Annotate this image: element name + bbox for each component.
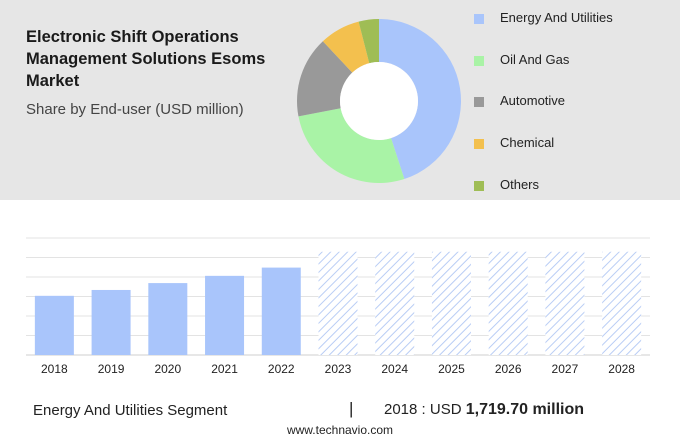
donut-hole [340, 62, 418, 140]
donut-slice-chemical [322, 21, 370, 73]
bar-forecast-2025 [431, 251, 471, 355]
legend-swatch [474, 139, 484, 150]
x-tick-label: 2020 [154, 362, 181, 376]
bar-2018 [34, 295, 74, 355]
legend-label: Chemical [500, 135, 555, 151]
bar-forecast-2028 [602, 251, 642, 355]
source-link[interactable]: www.technavio.com [286, 423, 394, 437]
x-tick-label: 2018 [41, 362, 68, 376]
x-tick-label: 2026 [495, 362, 522, 376]
footer-value: 2018 : USD 1,719.70 million [384, 401, 584, 419]
legend-label: Energy And Utilities [500, 10, 613, 25]
footer-year-label: 2018 : USD [384, 401, 462, 418]
chart-subtitle: Share by End-user (USD million) [26, 101, 244, 118]
x-tick-label: 2023 [325, 362, 352, 376]
donut-chart [297, 19, 461, 183]
legend-label: Automotive [500, 93, 566, 109]
bar-forecast-2023 [318, 251, 358, 355]
bar-2021 [205, 275, 245, 355]
legend-swatch [474, 97, 484, 108]
footer-segment-label: Energy And Utilities Segment [33, 402, 228, 419]
x-tick-label: 2019 [98, 362, 125, 376]
x-tick-label: 2028 [608, 362, 635, 376]
legend-label: Oil And Gas [500, 51, 570, 67]
donut-slice-others [358, 19, 379, 64]
donut-slice-automotive [297, 41, 353, 117]
x-tick-label: 2022 [268, 362, 295, 376]
bar-2020 [148, 283, 188, 355]
bar-2019 [91, 289, 131, 355]
x-tick-label: 2027 [552, 362, 579, 376]
x-tick-label: 2021 [211, 362, 238, 376]
donut-slice-energy-and-utilities [379, 19, 461, 179]
legend-swatch [474, 55, 484, 66]
x-tick-label: 2025 [438, 362, 465, 376]
legend-swatch [474, 180, 484, 191]
bar-forecast-2027 [545, 251, 585, 355]
legend-swatch [474, 14, 484, 24]
bar-forecast-2026 [488, 251, 528, 355]
chart-title: Electronic Shift Operations Management S… [26, 28, 266, 90]
donut-slice-oil-and-gas [298, 108, 405, 183]
legend-label: Others [500, 176, 540, 192]
bar-forecast-2024 [375, 251, 415, 355]
bar-chart: 2018 2019 2020 2021 2022 2023 2024 2025 2026 2027… [26, 237, 650, 376]
bar-2022 [261, 267, 301, 355]
footer-amount: 1,719.70 million [465, 401, 584, 418]
x-tick-label: 2024 [381, 362, 408, 376]
footer-divider: | [349, 399, 354, 418]
